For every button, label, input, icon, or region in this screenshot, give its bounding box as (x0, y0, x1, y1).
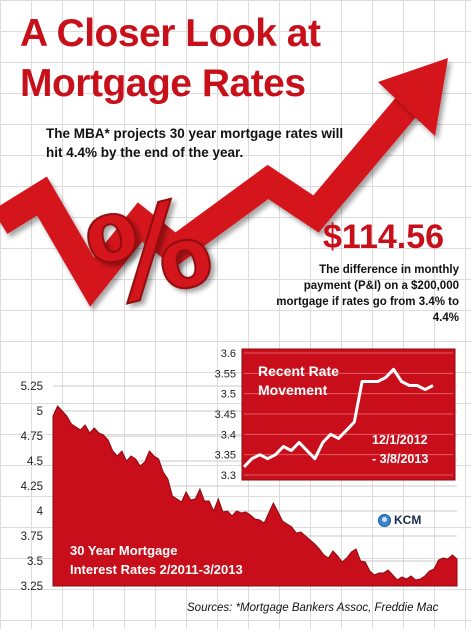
page-title-line2: Mortgage Rates (20, 62, 306, 105)
globe-icon (378, 513, 391, 527)
inset-y-tick-label: 3.3 (221, 470, 236, 482)
inset-y-tick-label: 3.55 (215, 368, 236, 380)
payment-difference-description: The difference in monthly payment (P&I) … (276, 264, 459, 324)
main-y-tick-label: 4.5 (27, 456, 43, 468)
main-y-tick-label: 3.25 (21, 581, 43, 593)
main-y-tick-label: 5 (37, 406, 43, 418)
kcm-logo-text: KCM (394, 513, 422, 527)
main-y-tick-label: 3.75 (21, 531, 43, 543)
main-y-tick-label: 5.25 (21, 381, 43, 393)
inset-y-tick-label: 3.6 (221, 348, 236, 360)
main-y-axis: 5.25 5 4.75 4.5 4.25 4 3.75 3.5 3.25 (21, 381, 44, 593)
sources-footnote: Sources: *Mortgage Bankers Assoc, Freddi… (187, 602, 439, 614)
main-chart-label-line1: 30 Year Mortgage (70, 543, 178, 558)
projection-text: The MBA* projects 30 year mortgage rates… (46, 126, 344, 160)
inset-y-axis: 3.6 3.55 3.5 3.45 3.4 3.35 3.3 (215, 348, 236, 482)
main-y-tick-label: 4 (37, 506, 44, 518)
payment-difference-amount: $114.56 (323, 218, 445, 256)
page-title-line1: A Closer Look at (20, 12, 321, 55)
inset-chart: 3.6 3.55 3.5 3.45 3.4 3.35 3.3 (215, 348, 456, 482)
percent-sign-icon: % (75, 173, 225, 337)
inset-y-tick-label: 3.5 (221, 389, 236, 401)
kcm-logo: KCM (378, 513, 421, 527)
inset-date-start: 12/1/2012 (372, 433, 428, 447)
main-chart-label-line2: Interest Rates 2/2011-3/2013 (70, 562, 243, 577)
main-y-tick-label: 4.75 (21, 431, 43, 443)
trend-arrow-icon (0, 90, 423, 307)
inset-chart-title: Recent Rate Movement (258, 363, 339, 398)
arrow-head-icon (378, 58, 448, 136)
inset-y-tick-label: 3.35 (215, 450, 236, 462)
inset-chart-grid (244, 352, 453, 476)
main-y-tick-label: 4.25 (21, 481, 43, 493)
main-y-tick-label: 3.5 (27, 556, 43, 568)
inset-y-tick-label: 3.45 (215, 409, 236, 421)
inset-date-end: - 3/8/2013 (372, 452, 429, 466)
recent-rate-line (242, 367, 434, 468)
inset-y-tick-label: 3.4 (221, 429, 236, 441)
main-chart-label: 30 Year Mortgage Interest Rates 2/2011-3… (70, 541, 243, 579)
mortgage-rate-area (52, 405, 458, 587)
